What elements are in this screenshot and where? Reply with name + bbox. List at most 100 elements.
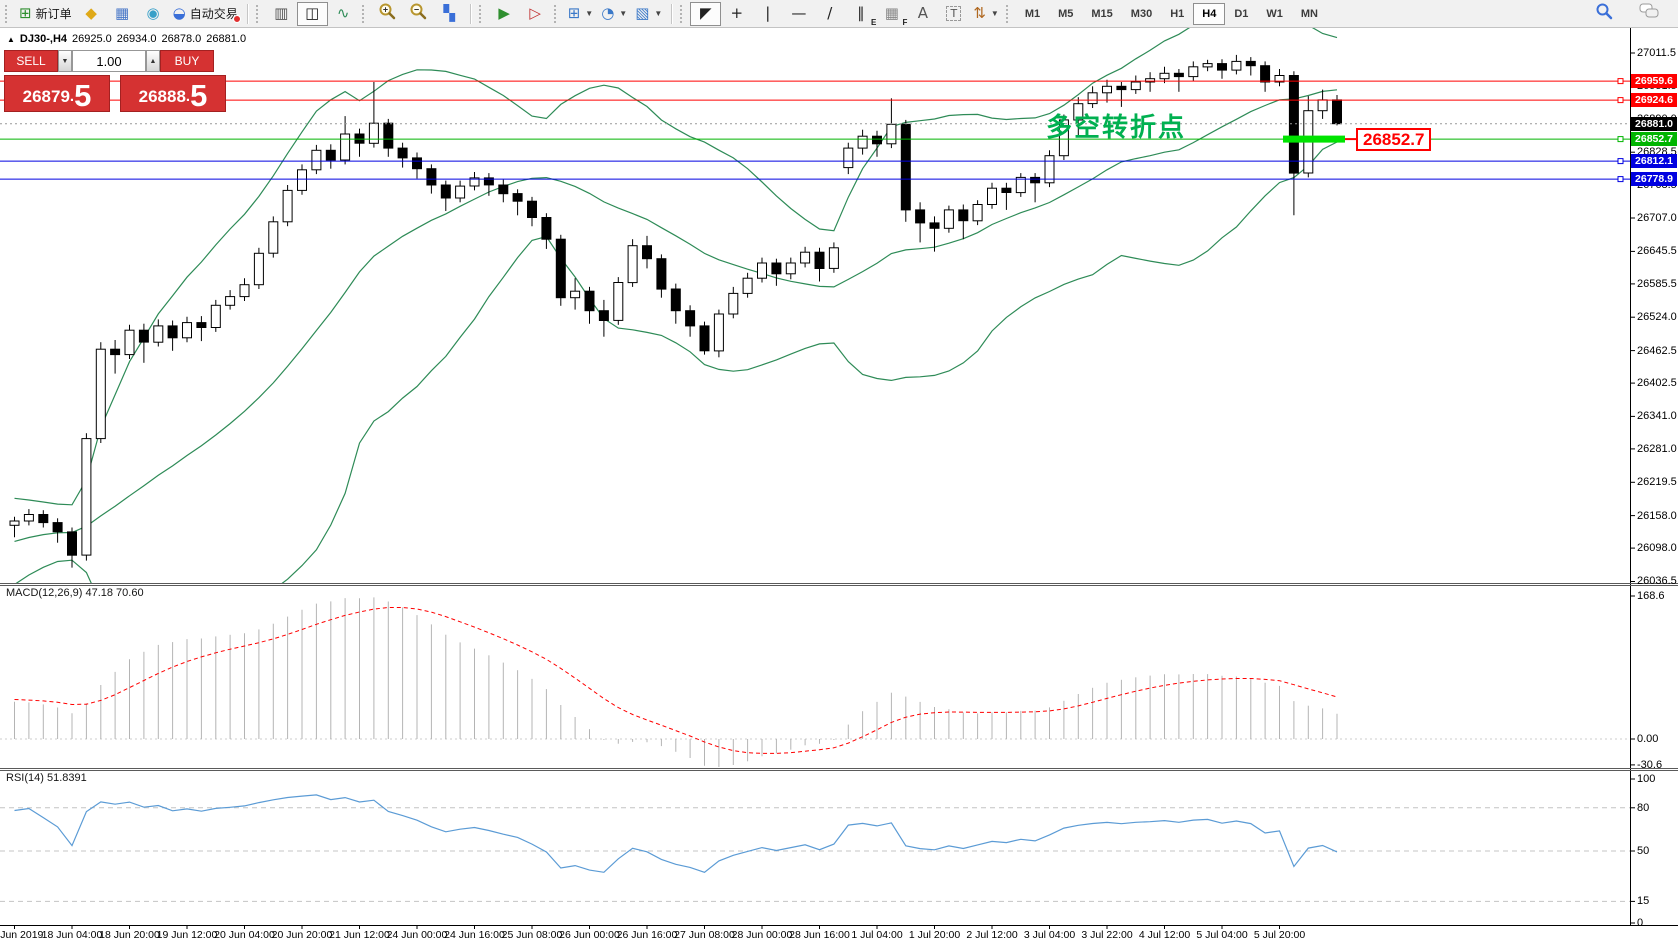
- buy-price-big: 5: [190, 77, 208, 113]
- trendline-button[interactable]: /: [814, 2, 845, 26]
- text-icon: A: [917, 4, 928, 22]
- chart-annotation-text: 多空转折点: [1046, 112, 1187, 142]
- cursor-button[interactable]: ◤: [690, 1, 722, 26]
- volume-input[interactable]: [72, 50, 146, 72]
- bar-chart-button[interactable]: ▥: [266, 2, 297, 26]
- arrows-icon: ⇅: [973, 4, 986, 22]
- auto-scroll-icon: ▶: [498, 4, 510, 22]
- rsi-axis-tick: 80: [1637, 801, 1650, 814]
- navigator-icon: ◉: [146, 4, 160, 22]
- collapse-triangle-icon[interactable]: ▲: [7, 34, 15, 44]
- timeframe-w1[interactable]: W1: [1266, 7, 1283, 20]
- templates-button[interactable]: ▧ ▼: [631, 2, 666, 26]
- time-axis-label: 5 Jul 20:00: [1253, 929, 1306, 941]
- search-icon: [1595, 2, 1613, 25]
- price-axis-tick: 26036.5: [1637, 575, 1677, 588]
- chart-shift-icon: ▷: [529, 4, 541, 22]
- sell-price-big: 5: [74, 77, 92, 113]
- text-label-button[interactable]: T: [938, 2, 969, 26]
- new-order-button[interactable]: ⊞ 新订单: [15, 2, 76, 26]
- price-callout-box: 26852.7: [1356, 128, 1432, 151]
- chart-header: ▲ DJ30-,H4 26925.0 26934.0 26878.0 26881…: [7, 33, 246, 45]
- timeframe-m1[interactable]: M1: [1024, 7, 1041, 20]
- toolbar-grip[interactable]: [5, 4, 11, 23]
- ohlc-low: 26878.0: [161, 33, 202, 45]
- time-axis-label: 24 Jun 16:00: [444, 929, 505, 941]
- auto-scroll-button[interactable]: ▶: [489, 2, 520, 26]
- dropdown-arrow-icon[interactable]: ▼: [585, 9, 594, 18]
- zoom-out-button[interactable]: −: [403, 2, 434, 26]
- ohlc-open: 26925.0: [72, 33, 112, 45]
- symbol-title: DJ30-,H4: [19, 33, 67, 45]
- timeframe-m15[interactable]: M15: [1091, 7, 1113, 20]
- toolbar-grip[interactable]: [255, 4, 262, 23]
- dropdown-arrow-icon[interactable]: ▼: [654, 9, 663, 18]
- price-axis-tick: 26707.0: [1637, 212, 1677, 225]
- fibonacci-button[interactable]: ▦ F: [876, 2, 908, 27]
- indicators-icon: ◆: [85, 4, 97, 22]
- text-label-icon: T: [946, 6, 962, 21]
- time-axis-label: 28 Jun 16:00: [789, 929, 850, 941]
- clock-icon: ◔: [601, 4, 615, 22]
- time-axis-label: 18 Jun 20:00: [99, 929, 160, 941]
- vertical-line-button[interactable]: |: [752, 2, 783, 26]
- timeframe-m30[interactable]: M30: [1130, 7, 1153, 20]
- rsi-axis-tick: 0: [1637, 917, 1644, 929]
- navigator-button[interactable]: ◉: [138, 2, 169, 26]
- candlestick-chart-button[interactable]: ◫: [296, 1, 328, 26]
- tile-windows-button[interactable]: ▚: [434, 2, 465, 26]
- chat-button[interactable]: [1633, 2, 1664, 26]
- highlight-segment: [1283, 135, 1345, 143]
- text-button[interactable]: A: [907, 2, 938, 26]
- timeframe-mn[interactable]: MN: [1300, 7, 1318, 20]
- toolbar-grip[interactable]: [361, 4, 368, 23]
- volume-decrease-button[interactable]: ▼: [58, 50, 72, 72]
- one-click-trade-panel: SELL ▼ ▲ BUY 26879.5 26888.5: [4, 50, 226, 112]
- toolbar-grip[interactable]: [478, 4, 485, 23]
- price-axis-tick: 26402.5: [1637, 377, 1677, 390]
- dropdown-arrow-icon[interactable]: ▼: [619, 9, 628, 18]
- auto-trading-button[interactable]: ◒ 自动交易: [169, 2, 242, 26]
- price-axis-tick: 26585.5: [1637, 277, 1677, 290]
- tile-windows-icon: ▚: [443, 4, 455, 22]
- svg-text:−: −: [414, 5, 419, 15]
- volume-increase-button[interactable]: ▲: [146, 50, 160, 72]
- buy-price-display[interactable]: 26888. 5: [120, 75, 226, 112]
- timeframe-m5[interactable]: M5: [1058, 7, 1074, 20]
- toolbar-grip[interactable]: [1005, 4, 1012, 23]
- new-chart-button[interactable]: ⊞ ▼: [564, 2, 598, 26]
- channel-icon: ∥: [857, 4, 865, 22]
- time-axis-label: 28 Jun 00:00: [731, 929, 793, 941]
- chart-shift-button[interactable]: ▷: [520, 2, 551, 26]
- time-axis-label: 3 Jul 22:00: [1081, 929, 1133, 941]
- timeframe-h4[interactable]: H4: [1193, 2, 1226, 25]
- zoom-in-button[interactable]: +: [372, 2, 403, 26]
- price-level-badge: 26812.1: [1631, 154, 1677, 169]
- arrows-button[interactable]: ⇅ ▼: [969, 2, 1003, 26]
- toolbar-grip[interactable]: [553, 4, 560, 23]
- dropdown-arrow-icon[interactable]: ▼: [990, 9, 999, 18]
- line-chart-button[interactable]: ∿: [328, 2, 359, 26]
- timeframe-d1[interactable]: D1: [1234, 7, 1249, 20]
- time-axis-label: 2 Jul 12:00: [966, 929, 1018, 941]
- search-button[interactable]: [1588, 2, 1619, 26]
- price-chart-canvas[interactable]: [0, 28, 1678, 949]
- price-axis-tick: 26462.5: [1637, 344, 1677, 357]
- horizontal-line-button[interactable]: —: [783, 2, 814, 26]
- rsi-axis-tick: 100: [1637, 773, 1656, 785]
- periods-button[interactable]: ◔ ▼: [597, 2, 631, 26]
- sell-button[interactable]: SELL: [4, 50, 58, 72]
- crosshair-button[interactable]: +: [721, 2, 752, 26]
- toolbar-grip[interactable]: [680, 4, 686, 23]
- indicator-list-button[interactable]: ◆: [76, 2, 107, 26]
- buy-button[interactable]: BUY: [160, 50, 214, 72]
- market-watch-button[interactable]: ▦: [107, 2, 138, 26]
- equidistant-channel-button[interactable]: ∥ E: [845, 2, 876, 27]
- time-axis-label: 25 Jun 08:00: [501, 929, 563, 941]
- timeframe-h1[interactable]: H1: [1170, 7, 1185, 20]
- price-level-badge: 26881.0: [1631, 116, 1677, 131]
- sell-price-display[interactable]: 26879. 5: [4, 75, 110, 112]
- candlestick-series: [9, 54, 1342, 568]
- line-chart-icon: ∿: [336, 4, 350, 22]
